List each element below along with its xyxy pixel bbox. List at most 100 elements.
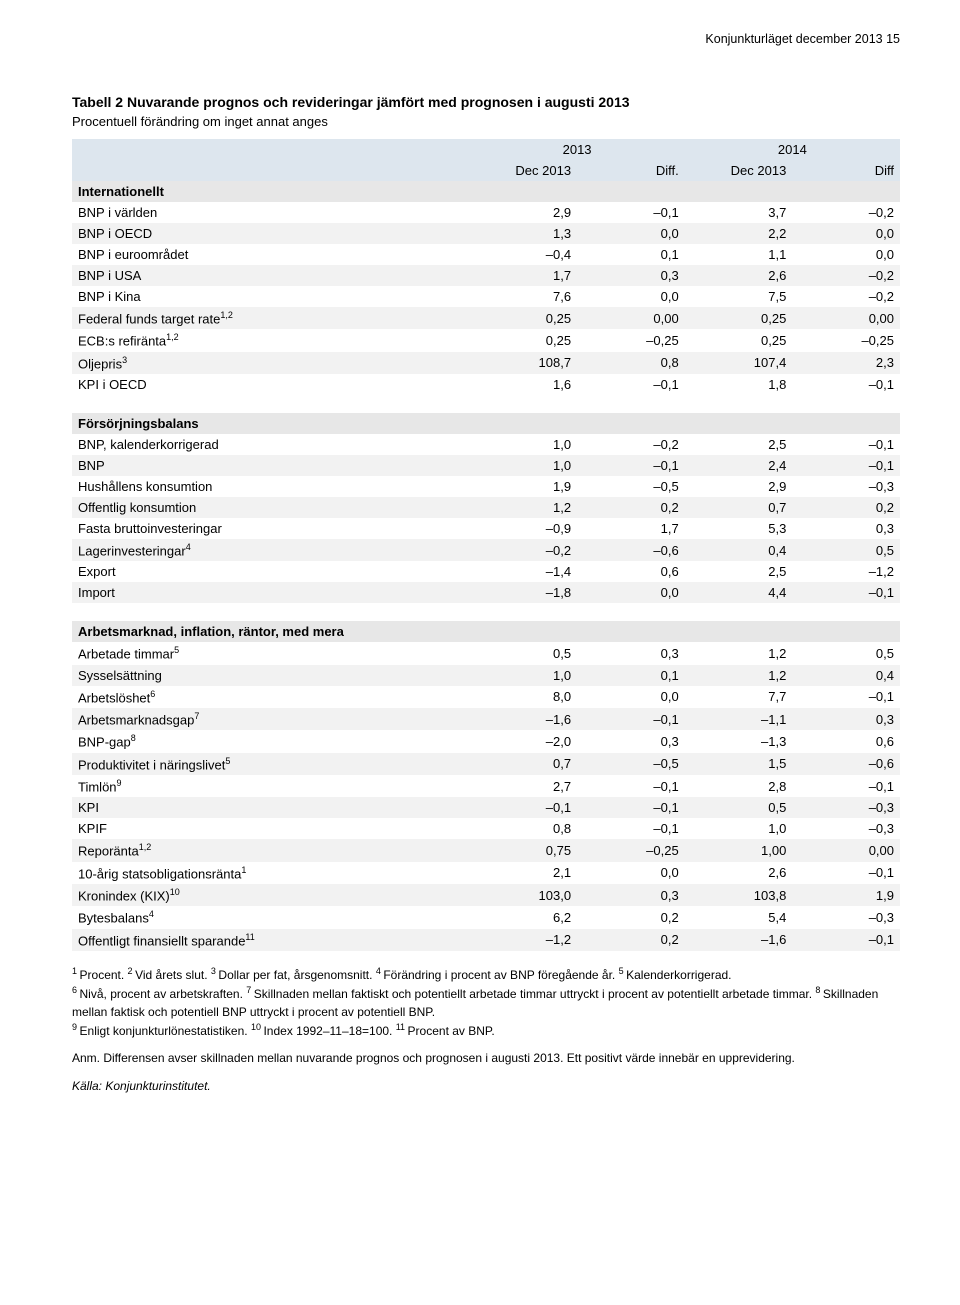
cell-value: 0,75 [469,839,577,861]
header-year-1: 2013 [469,139,684,160]
cell-value: 2,8 [685,775,793,797]
table-row: Hushållens konsumtion1,9–0,52,9–0,3 [72,476,900,497]
cell-value: 107,4 [685,352,793,374]
section-header-label: Internationellt [72,181,900,202]
section-header-row: Internationellt [72,181,900,202]
cell-value: 0,0 [577,223,685,244]
cell-value: –0,1 [792,929,900,951]
table-row: BNP i världen2,9–0,13,7–0,2 [72,202,900,223]
cell-value: 1,8 [685,374,793,395]
table-row: KPIF0,8–0,11,0–0,3 [72,818,900,839]
cell-value: 0,0 [577,862,685,884]
cell-value: 5,3 [685,518,793,539]
cell-value: 1,2 [469,497,577,518]
header-col-1: Dec 2013 [469,160,577,181]
cell-value: 1,3 [469,223,577,244]
cell-value: –1,1 [685,708,793,730]
cell-value: –1,8 [469,582,577,603]
cell-value: 0,2 [577,906,685,928]
cell-value: 0,6 [577,561,685,582]
table-row: KPI i OECD1,6–0,11,8–0,1 [72,374,900,395]
table-header-row-cols: Dec 2013 Diff. Dec 2013 Diff [72,160,900,181]
row-label: BNP i euroområdet [72,244,469,265]
cell-value: –2,0 [469,730,577,752]
row-label: Bytesbalans4 [72,906,469,928]
cell-value: 1,5 [685,753,793,775]
row-label: Oljepris3 [72,352,469,374]
table-row: Offentlig konsumtion1,20,20,70,2 [72,497,900,518]
cell-value: 0,0 [577,286,685,307]
cell-value: –0,2 [469,539,577,561]
cell-value: 1,6 [469,374,577,395]
cell-value: –0,1 [577,818,685,839]
cell-value: –0,5 [577,753,685,775]
fn-10: Index 1992–11–18=100. [263,1024,395,1038]
row-label: Arbetade timmar5 [72,642,469,664]
cell-value: 0,2 [577,929,685,951]
table-row: 10-årig statsobligationsränta12,10,02,6–… [72,862,900,884]
header-col-3: Dec 2013 [685,160,793,181]
cell-value: 103,8 [685,884,793,906]
row-label: Arbetsmarknadsgap7 [72,708,469,730]
table-row: KPI–0,1–0,10,5–0,3 [72,797,900,818]
row-label: BNP-gap8 [72,730,469,752]
table-row: Sysselsättning1,00,11,20,4 [72,665,900,686]
cell-value: –0,5 [577,476,685,497]
cell-value: 4,4 [685,582,793,603]
cell-value: –0,1 [577,374,685,395]
cell-value: –0,3 [792,818,900,839]
cell-value: 0,4 [792,665,900,686]
row-label: Federal funds target rate1,2 [72,307,469,329]
footnote-source: Källa: Konjunkturinstitutet. [72,1078,900,1095]
cell-value: –0,1 [792,582,900,603]
cell-value: 1,9 [792,884,900,906]
row-label: Arbetslöshet6 [72,686,469,708]
fn-6: Nivå, procent av arbetskraften. [80,987,247,1001]
cell-value: 2,5 [685,561,793,582]
table-row: BNP i USA1,70,32,6–0,2 [72,265,900,286]
cell-value: 0,25 [469,329,577,351]
cell-value: 1,0 [469,434,577,455]
row-label: ECB:s refiränta1,2 [72,329,469,351]
table-row: Kronindex (KIX)10103,00,3103,81,9 [72,884,900,906]
cell-value: –0,25 [577,329,685,351]
fn-4: Förändring i procent av BNP föregående å… [383,968,618,982]
cell-value: 2,3 [792,352,900,374]
row-label: Import [72,582,469,603]
row-label: BNP i Kina [72,286,469,307]
header-year-2: 2014 [685,139,900,160]
row-label: KPIF [72,818,469,839]
table-row: Export–1,40,62,5–1,2 [72,561,900,582]
footnotes-definitions: 1 Procent. 2 Vid årets slut. 3 Dollar pe… [72,965,900,1041]
table-subtitle: Procentuell förändring om inget annat an… [72,114,900,129]
row-label: Offentlig konsumtion [72,497,469,518]
data-table: 2013 2014 Dec 2013 Diff. Dec 2013 Diff I… [72,139,900,951]
cell-value: 0,3 [577,265,685,286]
cell-value: 1,0 [469,665,577,686]
cell-value: 0,3 [577,730,685,752]
table-title: Tabell 2 Nuvarande prognos och reviderin… [72,94,900,110]
cell-value: 0,5 [469,642,577,664]
cell-value: 7,6 [469,286,577,307]
row-label: Reporänta1,2 [72,839,469,861]
cell-value: –0,1 [577,455,685,476]
cell-value: –0,6 [577,539,685,561]
row-label: Lagerinvesteringar4 [72,539,469,561]
table-row: BNP i OECD1,30,02,20,0 [72,223,900,244]
table-row: BNP1,0–0,12,4–0,1 [72,455,900,476]
table-row: Timlön92,7–0,12,8–0,1 [72,775,900,797]
row-label: Kronindex (KIX)10 [72,884,469,906]
row-label: Hushållens konsumtion [72,476,469,497]
cell-value: 1,00 [685,839,793,861]
row-label: BNP i OECD [72,223,469,244]
spacer-row [72,603,900,621]
table-row: BNP, kalenderkorrigerad1,0–0,22,5–0,1 [72,434,900,455]
table-row: Fasta bruttoinvesteringar–0,91,75,30,3 [72,518,900,539]
cell-value: 0,25 [469,307,577,329]
cell-value: –0,2 [792,286,900,307]
cell-value: 0,00 [792,839,900,861]
cell-value: –1,3 [685,730,793,752]
row-label: 10-årig statsobligationsränta1 [72,862,469,884]
cell-value: 1,1 [685,244,793,265]
cell-value: –0,3 [792,906,900,928]
